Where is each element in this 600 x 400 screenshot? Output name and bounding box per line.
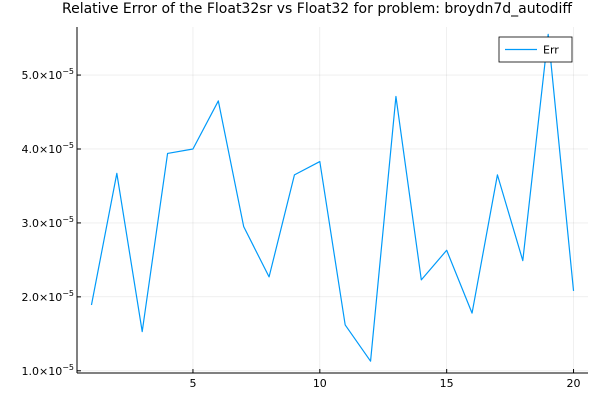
y-tick-label: 3.0×10−5 [21,215,74,230]
y-tick-label: 1.0×10−5 [21,363,74,378]
y-tick-label: 2.0×10−5 [21,289,74,304]
chart-title: Relative Error of the Float32sr vs Float… [62,1,572,17]
y-tick-label-base: 2.0×10 [21,291,62,304]
y-tick-label-exponent: −5 [62,289,74,298]
y-tick-label-base: 5.0×10 [21,69,62,82]
y-tick-label: 5.0×10−5 [21,67,74,82]
series-layer [90,33,575,362]
y-tick-label-exponent: −5 [62,141,74,150]
legend: Err [498,36,573,63]
x-tick-label: 20 [567,377,581,390]
y-tick-label-base: 3.0×10 [21,217,62,230]
y-tick-label-base: 4.0×10 [21,143,62,156]
axes: 5 10 15 201.0×10−52.0×10−53.0×10−54.0×10−55… [21,27,588,390]
x-tick-label: 15 [440,377,454,390]
grid [77,27,588,373]
y-tick-label: 4.0×10−5 [21,141,74,156]
x-tick-label: 5 [189,377,196,390]
series-line-err [90,33,575,362]
y-tick-label-base: 1.0×10 [21,365,62,378]
y-tick-label-exponent: −5 [62,363,74,372]
x-tick-label: 10 [313,377,327,390]
y-tick-label-exponent: −5 [62,215,74,224]
y-tick-label-exponent: −5 [62,67,74,76]
legend-label: Err [543,44,559,57]
